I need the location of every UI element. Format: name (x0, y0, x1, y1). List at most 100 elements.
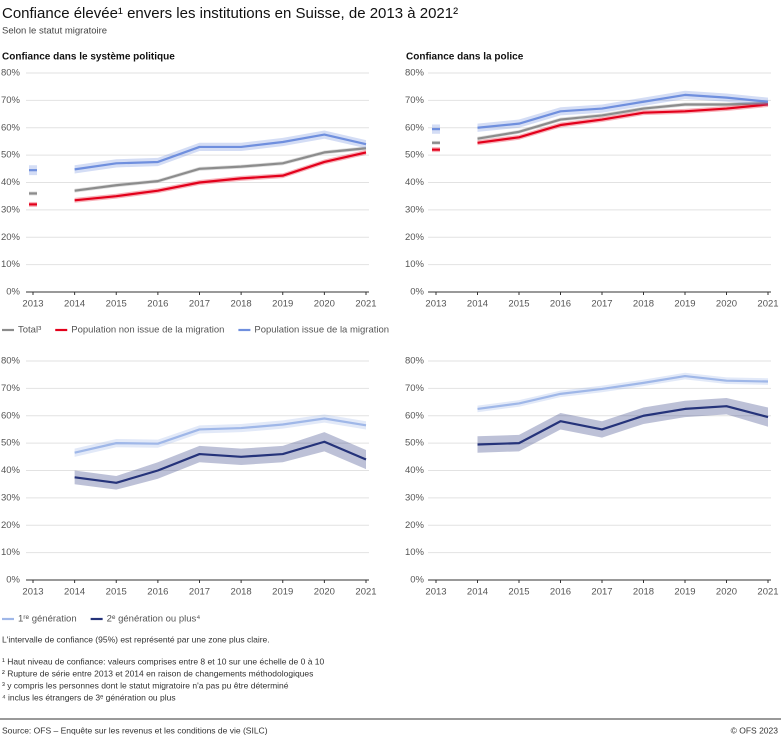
legend-label: Population issue de la migration (254, 325, 389, 336)
y-tick-label: 40% (1, 465, 21, 476)
x-tick-label: 2019 (272, 299, 293, 310)
x-tick-label: 2016 (147, 587, 168, 598)
y-tick-label: 60% (405, 122, 425, 133)
x-tick-label: 2014 (64, 299, 85, 310)
x-tick-label: 2018 (231, 299, 252, 310)
y-tick-label: 70% (1, 383, 21, 394)
x-tick-label: 2020 (716, 587, 737, 598)
x-tick-label: 2019 (272, 587, 293, 598)
x-tick-label: 2020 (716, 299, 737, 310)
legend-label: 2ᵉ génération ou plus⁴ (107, 614, 201, 625)
y-tick-label: 0% (410, 287, 424, 298)
title: Confiance élevée¹ envers les institution… (2, 5, 458, 22)
series-line (74, 133, 367, 171)
confidence-band (477, 372, 768, 413)
x-tick-label: 2014 (64, 587, 85, 598)
x-tick-label: 2016 (550, 299, 571, 310)
source: Source: OFS – Enquête sur les revenus et… (2, 725, 268, 735)
x-tick-label: 2021 (757, 587, 778, 598)
x-tick-label: 2016 (147, 299, 168, 310)
x-tick-label: 2013 (22, 587, 43, 598)
x-tick-label: 2020 (314, 587, 335, 598)
legend-label: Population non issue de la migration (71, 325, 224, 336)
y-tick-label: 10% (1, 259, 21, 270)
y-tick-label: 60% (1, 410, 21, 421)
x-tick-label: 2017 (189, 587, 210, 598)
series-line (477, 405, 769, 446)
series-line (74, 151, 367, 202)
x-tick-label: 2021 (355, 587, 376, 598)
x-tick-label: 2018 (633, 587, 654, 598)
x-tick-label: 2015 (508, 587, 529, 598)
x-tick-label: 2013 (425, 299, 446, 310)
x-tick-label: 2016 (550, 587, 571, 598)
x-tick-label: 2020 (314, 299, 335, 310)
x-tick-label: 2018 (633, 299, 654, 310)
y-tick-label: 0% (6, 287, 20, 298)
x-tick-label: 2021 (355, 299, 376, 310)
y-tick-label: 50% (405, 438, 425, 449)
y-tick-label: 50% (405, 150, 425, 161)
y-tick-label: 70% (405, 383, 425, 394)
y-tick-label: 30% (1, 204, 21, 215)
y-tick-label: 80% (1, 356, 21, 367)
legend-label: 1ʳᵉ génération (18, 614, 77, 625)
y-tick-label: 20% (405, 232, 425, 243)
x-tick-label: 2017 (591, 587, 612, 598)
y-tick-label: 80% (1, 68, 21, 79)
x-tick-label: 2015 (106, 299, 127, 310)
x-tick-label: 2014 (467, 587, 488, 598)
x-tick-label: 2014 (467, 299, 488, 310)
subtitle: Selon le statut migratoire (2, 26, 107, 37)
y-tick-label: 10% (405, 547, 425, 558)
x-tick-label: 2019 (674, 299, 695, 310)
x-tick-label: 2015 (106, 587, 127, 598)
series-line (477, 102, 769, 140)
footnote: ¹ Haut niveau de confiance: valeurs comp… (2, 656, 325, 666)
confidence-band (74, 432, 366, 490)
footnote: ⁴ inclus les étrangers de 3ᵉ génération … (2, 692, 176, 702)
series-line (477, 103, 769, 144)
y-tick-label: 40% (405, 465, 425, 476)
footnote: ² Rupture de série entre 2013 et 2014 en… (2, 668, 313, 678)
confidence-band (477, 90, 768, 132)
confidence-band (74, 414, 366, 457)
x-tick-label: 2015 (508, 299, 529, 310)
panel-title: Confiance dans la police (406, 52, 524, 63)
y-tick-label: 50% (1, 438, 21, 449)
confidence-band (477, 397, 768, 453)
y-tick-label: 0% (410, 575, 424, 586)
y-tick-label: 10% (1, 547, 21, 558)
copyright: © OFS 2023 (731, 725, 779, 735)
y-tick-label: 0% (6, 575, 20, 586)
x-tick-label: 2019 (674, 587, 695, 598)
y-tick-label: 80% (405, 356, 425, 367)
y-tick-label: 70% (1, 95, 21, 106)
y-tick-label: 60% (405, 410, 425, 421)
y-tick-label: 30% (1, 492, 21, 503)
series-line (74, 440, 367, 484)
x-tick-label: 2013 (425, 587, 446, 598)
y-tick-label: 20% (1, 232, 21, 243)
y-tick-label: 60% (1, 122, 21, 133)
x-tick-label: 2017 (189, 299, 210, 310)
series-line (477, 374, 769, 410)
series-line (74, 147, 367, 192)
panel-title: Confiance dans le système politique (2, 52, 175, 63)
y-tick-label: 40% (1, 177, 21, 188)
y-tick-label: 70% (405, 95, 425, 106)
y-tick-label: 10% (405, 259, 425, 270)
y-tick-label: 80% (405, 68, 425, 79)
y-tick-label: 50% (1, 150, 21, 161)
y-tick-label: 40% (405, 177, 425, 188)
y-tick-label: 30% (405, 204, 425, 215)
y-tick-label: 20% (405, 520, 425, 531)
x-tick-label: 2013 (22, 299, 43, 310)
series-line (74, 417, 367, 454)
y-tick-label: 20% (1, 520, 21, 531)
legend-label: Total³ (18, 325, 41, 336)
x-tick-label: 2017 (591, 299, 612, 310)
confidence-band (477, 102, 768, 146)
x-tick-label: 2021 (757, 299, 778, 310)
